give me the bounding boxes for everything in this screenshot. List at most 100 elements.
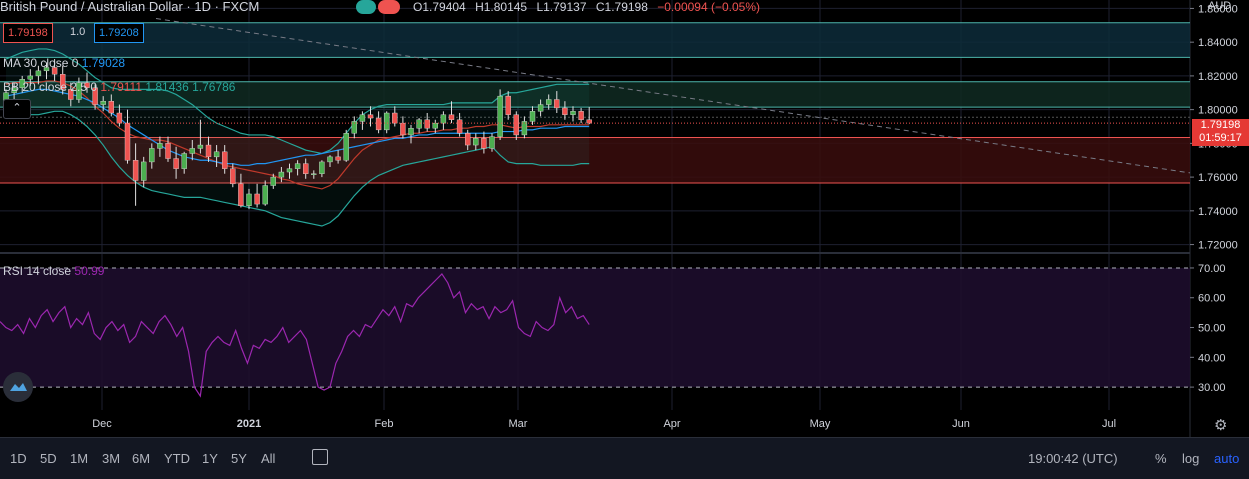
candle-body[interactable] — [432, 122, 438, 129]
candle-body[interactable] — [384, 112, 390, 131]
candle-body[interactable] — [230, 168, 236, 185]
candle-body[interactable] — [546, 99, 552, 105]
bb-legend[interactable]: BB 20 close 2.5 0 1.79111 1.81436 1.7678… — [3, 80, 235, 94]
range-button-all[interactable]: All — [261, 451, 276, 466]
candle-body[interactable] — [270, 176, 276, 186]
trend-line[interactable] — [155, 18, 1191, 174]
candle-body[interactable] — [303, 163, 309, 174]
candle-body[interactable] — [221, 151, 228, 169]
candle-body[interactable] — [537, 104, 544, 112]
candle-body[interactable] — [319, 161, 325, 174]
rsi-legend[interactable]: RSI 14 close 50.99 — [3, 264, 104, 278]
candle-body[interactable] — [43, 67, 50, 72]
candle-body[interactable] — [246, 193, 252, 206]
candle-body[interactable] — [51, 67, 58, 75]
price-zone[interactable] — [0, 22, 1190, 58]
candle-body[interactable] — [521, 121, 528, 136]
candle-body[interactable] — [335, 156, 341, 161]
rsi-line[interactable] — [0, 272, 590, 398]
candle-body[interactable] — [238, 183, 244, 206]
candle-body[interactable] — [570, 111, 576, 115]
candle-body[interactable] — [286, 168, 293, 173]
range-button-1d[interactable]: 1D — [10, 451, 27, 466]
tradingview-logo-icon[interactable] — [3, 372, 33, 402]
candle-body[interactable] — [262, 185, 268, 205]
candle-body[interactable] — [116, 112, 123, 124]
date-range-icon[interactable] — [312, 449, 328, 465]
candle-body[interactable] — [68, 89, 74, 100]
candle-body[interactable] — [375, 117, 382, 131]
candle-body[interactable] — [408, 127, 414, 136]
range-button-5d[interactable]: 5D — [40, 451, 57, 466]
candle-body[interactable] — [343, 133, 349, 161]
candle-body[interactable] — [189, 148, 196, 154]
range-button-1y[interactable]: 1Y — [202, 451, 218, 466]
price-zone[interactable] — [0, 81, 1190, 108]
log-toggle[interactable]: log — [1182, 451, 1200, 466]
candle-body[interactable] — [505, 95, 511, 115]
gear-icon[interactable]: ⚙ — [1214, 417, 1228, 434]
candle-body[interactable] — [392, 112, 398, 124]
range-button-3m[interactable]: 3M — [102, 451, 121, 466]
candle-body[interactable] — [554, 99, 560, 109]
candle-body[interactable] — [489, 136, 495, 149]
bb-basis-line[interactable] — [5, 80, 590, 190]
candle-body[interactable] — [11, 87, 17, 93]
candle-body[interactable] — [529, 111, 536, 122]
candle-body[interactable] — [473, 138, 479, 146]
symbol-title[interactable]: British Pound / Australian Dollar · 1D ·… — [0, 0, 260, 14]
candle-body[interactable] — [140, 161, 147, 181]
candle-body[interactable] — [327, 156, 333, 163]
range-button-ytd[interactable]: YTD — [164, 451, 190, 466]
candle-body[interactable] — [165, 143, 171, 159]
candle-body[interactable] — [213, 151, 220, 158]
candle-body[interactable] — [35, 70, 42, 77]
candle-body[interactable] — [60, 74, 66, 90]
candle-body[interactable] — [197, 144, 204, 149]
ma-legend[interactable]: MA 30 close 0 1.79028 — [3, 56, 125, 70]
candle-body[interactable] — [157, 143, 163, 149]
clock[interactable]: 19:00:42 (UTC) — [1028, 451, 1118, 466]
candle-body[interactable] — [205, 144, 212, 158]
candle-body[interactable] — [100, 100, 106, 105]
candle-body[interactable] — [311, 173, 317, 175]
candle-body[interactable] — [448, 114, 455, 120]
range-button-1m[interactable]: 1M — [70, 451, 89, 466]
compare-icon[interactable] — [378, 0, 400, 14]
candle-body[interactable] — [124, 122, 131, 161]
candle-body[interactable] — [149, 148, 155, 163]
candle-body[interactable] — [181, 153, 187, 169]
collapse-legend-button[interactable]: ⌃ — [3, 99, 31, 119]
sell-price-button[interactable]: 1.79198 — [3, 23, 53, 43]
candle-body[interactable] — [278, 171, 285, 178]
candle-body[interactable] — [84, 82, 90, 88]
range-button-6m[interactable]: 6M — [132, 451, 151, 466]
candle-body[interactable] — [400, 122, 406, 136]
chart-canvas[interactable]: 1.860001.840001.820001.800001.780001.760… — [0, 0, 1249, 437]
candle-body[interactable] — [513, 114, 519, 136]
candle-body[interactable] — [497, 95, 503, 137]
bb-upper-line[interactable] — [5, 48, 590, 155]
buy-price-button[interactable]: 1.79208 — [94, 23, 144, 43]
candle-body[interactable] — [294, 163, 301, 169]
candle-body[interactable] — [27, 75, 33, 80]
candle-body[interactable] — [586, 119, 592, 124]
candle-body[interactable] — [132, 160, 139, 181]
range-button-5y[interactable]: 5Y — [231, 451, 247, 466]
percent-toggle[interactable]: % — [1155, 451, 1167, 466]
auto-toggle[interactable]: auto — [1214, 451, 1240, 466]
candle-body[interactable] — [481, 138, 487, 149]
candle-body[interactable] — [424, 119, 430, 129]
candle-body[interactable] — [254, 193, 260, 205]
candle-body[interactable] — [351, 121, 357, 134]
candle-body[interactable] — [562, 107, 568, 115]
candle-body[interactable] — [456, 119, 463, 134]
candle-body[interactable] — [465, 133, 471, 146]
candle-body[interactable] — [92, 87, 98, 105]
candle-body[interactable] — [359, 114, 366, 122]
candle-body[interactable] — [416, 119, 422, 129]
candle-body[interactable] — [173, 158, 179, 169]
candle-body[interactable] — [440, 114, 447, 124]
candle-body[interactable] — [367, 114, 374, 119]
candle-body[interactable] — [108, 100, 115, 114]
